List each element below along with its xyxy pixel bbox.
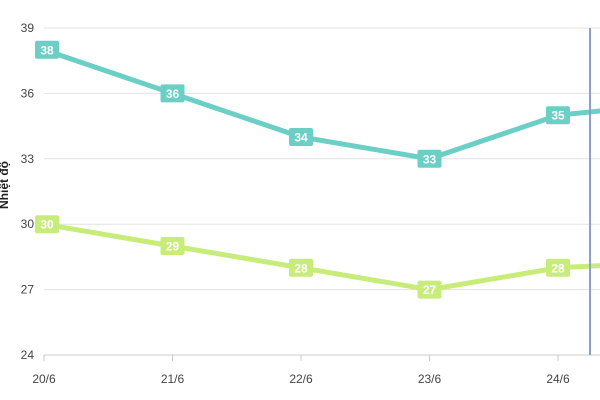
data-label-box — [289, 258, 313, 277]
data-label-text: 34 — [294, 131, 308, 145]
data-label: 28 — [289, 258, 313, 277]
y-tick-label: 33 — [21, 152, 35, 166]
data-label-box — [546, 106, 570, 125]
data-label-text: 29 — [166, 240, 180, 254]
data-label-text: 30 — [40, 218, 54, 232]
series-lines — [41, 47, 600, 293]
data-label: 28 — [546, 258, 570, 277]
gridlines — [44, 27, 600, 291]
x-tick-label: 24/6 — [546, 372, 570, 386]
data-label-box — [35, 215, 59, 234]
data-label: 27 — [417, 280, 442, 299]
data-label-text: 28 — [294, 261, 308, 275]
data-label-box — [417, 149, 442, 168]
y-tick-label: 36 — [21, 86, 35, 100]
data-label-text: 36 — [166, 87, 180, 101]
x-tick-label: 23/6 — [418, 372, 442, 386]
data-label: 30 — [35, 215, 59, 234]
data-label: 34 — [289, 128, 313, 146]
data-label-box — [35, 40, 59, 59]
x-tick-label: 22/6 — [289, 372, 313, 386]
data-label-text: 28 — [551, 261, 565, 275]
x-axis: 20/6 21/6 22/6 23/6 24/6 — [32, 354, 600, 386]
x-tick-label: 20/6 — [32, 372, 56, 386]
y-tick-label: 27 — [21, 283, 35, 297]
y-axis-label: Nhiệt độ — [0, 161, 11, 209]
y-tick-label: 24 — [21, 348, 35, 362]
x-tick-label: 21/6 — [161, 372, 185, 386]
data-label-text: 27 — [423, 283, 437, 297]
y-tick-label: 39 — [21, 21, 35, 35]
data-label: 38 — [35, 40, 59, 59]
data-labels: 38 36 34 33 35 30 29 28 27 28 — [35, 40, 570, 299]
y-tick-label: 30 — [21, 217, 35, 231]
data-label-text: 33 — [423, 152, 437, 166]
data-label: 35 — [546, 106, 570, 125]
data-label-box — [289, 128, 313, 146]
data-label-text: 35 — [551, 109, 565, 123]
series-line-1 — [41, 47, 600, 162]
data-label-box — [546, 258, 570, 277]
data-label: 36 — [160, 84, 185, 103]
data-label-box — [160, 237, 185, 255]
data-label-box — [417, 280, 442, 299]
y-axis-ticks: 24 27 30 33 36 39 — [21, 21, 35, 362]
data-label-text: 38 — [40, 43, 54, 57]
data-label: 33 — [417, 149, 442, 168]
data-label-box — [160, 84, 185, 103]
data-label: 29 — [160, 237, 185, 255]
series-line-2 — [41, 221, 600, 293]
